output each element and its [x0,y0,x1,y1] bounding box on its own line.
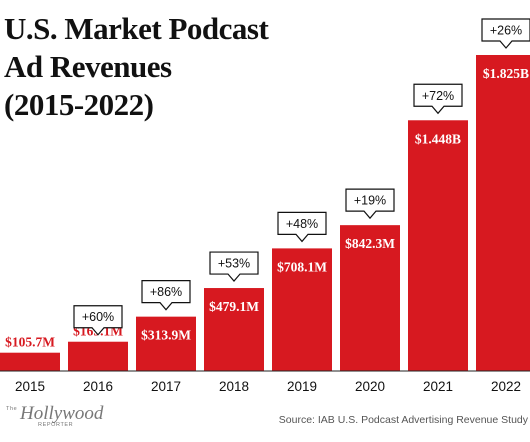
bar-2019 [272,248,332,371]
bar-2022 [476,55,530,371]
growth-callout-2016: +60% [73,305,123,336]
growth-callout-2021: +72% [413,83,463,115]
value-label-2020: $842.3M [345,236,395,251]
logo-sub-text: REPORTER [38,422,73,428]
growth-label-2021: +72% [422,89,454,103]
x-tick-2015: 2015 [15,379,45,394]
growth-callout-2022: +26% [481,18,530,49]
source-note: Source: IAB U.S. Podcast Advertising Rev… [279,414,529,426]
growth-callout-box-2016 [73,305,123,336]
value-label-2021: $1.448B [415,131,461,146]
growth-label-2018: +53% [218,257,250,271]
x-tick-2021: 2021 [423,379,453,394]
chart-title-line-1: U.S. Market Podcast [4,11,269,46]
growth-callout-box-2022 [481,18,530,49]
value-label-2017: $313.9M [141,328,191,343]
bars [0,55,530,372]
chart-title-line-2: Ad Revenues [4,49,172,84]
growth-callout-2017: +86% [141,280,191,311]
growth-label-2022: +26% [490,24,522,38]
growth-callout-box-2019 [277,211,327,243]
growth-callout-box-2018 [209,251,259,282]
bar-2018 [204,288,264,371]
value-label-2018: $479.1M [209,299,259,314]
x-axis-tick-labels: 2015 2016 2017 2018 2019 2020 2021 2022 [15,379,521,394]
the-hollywood-reporter-logo: The Hollywood REPORTER [6,403,104,428]
growth-callout-box-2017 [141,280,191,311]
bar-2020 [340,225,400,371]
growth-callout-2020: +19% [345,188,395,220]
x-tick-2022: 2022 [491,379,521,394]
growth-label-2017: +86% [150,285,182,299]
bar-2015 [0,352,60,371]
x-tick-2020: 2020 [355,379,385,394]
x-tick-2018: 2018 [219,379,249,394]
x-tick-2016: 2016 [83,379,113,394]
growth-callout-2019: +48% [277,211,327,243]
value-label-2015: $105.7M [5,335,55,350]
growth-label-2019: +48% [286,217,318,231]
bar-2021 [408,120,468,372]
x-tick-2017: 2017 [151,379,181,394]
growth-callout-box-2020 [345,188,395,220]
growth-callout-box-2021 [413,83,463,115]
logo-main-text: Hollywood [19,403,104,424]
chart-title-line-3: (2015-2022) [4,87,153,122]
x-tick-2019: 2019 [287,379,317,394]
chart-title: U.S. Market Podcast Ad Revenues (2015-20… [4,11,270,122]
growth-label-2016: +60% [82,310,114,324]
growth-label-2020: +19% [354,194,386,208]
logo-pre-text: The [6,406,17,412]
bar-2017 [136,316,196,371]
bar-2016 [68,341,128,371]
growth-callout-2018: +53% [209,251,259,282]
value-label-2019: $708.1M [277,259,327,274]
growth-callouts: +60% +86% +53% +48% +19% +72% +26% [73,18,530,336]
value-label-2022: $1.825B [483,66,529,81]
